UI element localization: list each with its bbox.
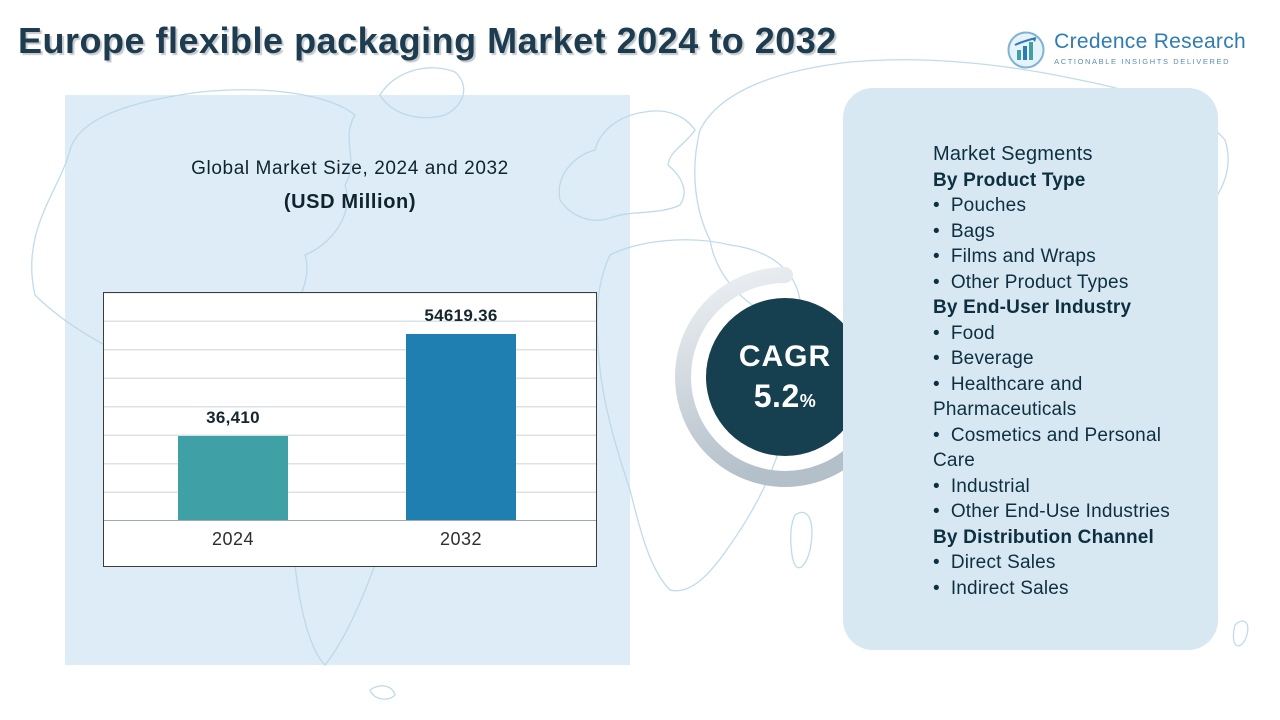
- market-segments-panel: Market Segments By Product Type Pouches …: [843, 88, 1218, 650]
- logo-company-name: Credence Research: [1054, 30, 1246, 53]
- logo-tagline: Actionable Insights Delivered: [1054, 57, 1231, 66]
- chart-title-line1: Global Market Size, 2024 and 2032: [191, 158, 509, 179]
- credence-logo: Credence Research Actionable Insights De…: [1006, 30, 1246, 70]
- segment-item: Bags: [933, 219, 1206, 245]
- bar-chart: 36,410 54619.36 2024 2032: [103, 292, 597, 567]
- x-axis-label-2024: 2024: [211, 529, 255, 549]
- segment-group-header-distribution: By Distribution Channel: [933, 526, 1154, 548]
- segment-item: Pouches: [933, 193, 1206, 219]
- segment-item: Beverage: [933, 346, 1206, 372]
- segment-item: Direct Sales: [933, 550, 1206, 576]
- segment-item: Other Product Types: [933, 270, 1206, 296]
- segment-item: Industrial: [933, 474, 1206, 500]
- page-title: Europe flexible packaging Market 2024 to…: [18, 20, 837, 61]
- segments-heading: Market Segments: [933, 143, 1093, 165]
- segment-item: Cosmetics and Personal Care: [933, 423, 1206, 474]
- segment-item: Indirect Sales: [933, 576, 1206, 602]
- market-segments-content: Market Segments By Product Type Pouches …: [843, 88, 1218, 601]
- x-axis-label-2032: 2032: [439, 529, 483, 549]
- chart-title-line2: (USD Million): [283, 191, 417, 213]
- cagr-percent-sign: %: [799, 390, 817, 411]
- cagr-label: CAGR: [738, 339, 832, 373]
- plot-area: 36,410 54619.36: [104, 293, 596, 521]
- cagr-number: 5.2: [753, 377, 800, 414]
- bar-2024: 36,410: [178, 408, 288, 520]
- cagr-badge: CAGR 5.2%: [706, 298, 864, 456]
- credence-logo-icon: [1007, 31, 1045, 69]
- bar-2024-value: 36,410: [206, 408, 260, 427]
- segment-group-header-end-user: By End-User Industry: [933, 297, 1132, 318]
- segment-item: Other End-Use Industries: [933, 499, 1206, 525]
- segment-item: Food: [933, 321, 1206, 347]
- bar-2032: 54619.36: [406, 306, 516, 520]
- segment-group-header-product-type: By Product Type: [933, 169, 1086, 191]
- bar-2032-value: 54619.36: [424, 306, 498, 325]
- segment-item: Films and Wraps: [933, 244, 1206, 270]
- chart-title: Global Market Size, 2024 and 2032 (USD M…: [103, 158, 597, 214]
- cagr-value: 5.2%: [754, 378, 817, 415]
- segment-item: Healthcare and Pharmaceuticals: [933, 372, 1206, 423]
